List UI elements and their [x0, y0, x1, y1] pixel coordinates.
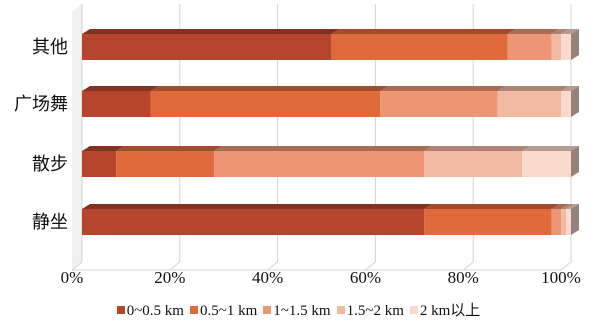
bar-segment: [82, 34, 332, 60]
legend-item: 1~1.5 km: [263, 303, 331, 320]
bar-segment: [82, 209, 425, 235]
legend-item: 0.5~1 km: [189, 303, 258, 320]
bar-segment-top: [522, 146, 579, 151]
legend-item: 2 km以上: [409, 299, 481, 320]
bar-segment-top: [150, 86, 389, 91]
floor-gridline: [560, 261, 572, 271]
bar-end-cap: [571, 204, 579, 235]
x-tick-label: 20%: [154, 268, 185, 287]
bar-segment: [150, 91, 381, 117]
legend-label: 2 km以上: [419, 303, 481, 319]
bar-segment: [116, 151, 215, 177]
floor-gridline: [169, 261, 181, 271]
bar-segment-top: [214, 146, 433, 151]
bar-segment-top: [507, 29, 560, 34]
bar-segment: [507, 34, 552, 60]
bar-segment: [561, 91, 571, 117]
bar-segment: [551, 209, 562, 235]
bar-segment: [551, 34, 562, 60]
legend-label: 1~1.5 km: [273, 303, 331, 319]
bar-segment-top: [424, 146, 531, 151]
legend-swatch: [116, 306, 125, 314]
bar-segment: [380, 91, 498, 117]
floor-gridline: [462, 261, 474, 271]
bar-segment: [82, 151, 117, 177]
bar-segment: [424, 151, 523, 177]
bar-segment-top: [116, 146, 223, 151]
bar-segment-top: [551, 29, 570, 34]
category-label: 散步: [32, 154, 68, 175]
floor-gridline: [365, 261, 376, 271]
x-tick-label: 0%: [61, 268, 84, 287]
legend: 0~0.5 km 0.5~1 km 1~1.5 km 1.5~2 km 2 km以上: [0, 299, 597, 320]
floor-gridline: [267, 261, 278, 271]
x-tick-label: 40%: [252, 268, 283, 287]
bar-end-cap: [571, 146, 579, 177]
bar-segment-top: [82, 146, 125, 151]
bar-segment-top: [331, 29, 516, 34]
bar-segment: [331, 34, 508, 60]
bar-segment-top: [566, 204, 579, 209]
x-tick-label: 60%: [350, 268, 381, 287]
bar-segment: [424, 209, 552, 235]
bar-segment-top: [561, 29, 579, 34]
x-tick-label: 100%: [541, 268, 581, 287]
legend-label: 0~0.5 km: [126, 303, 184, 319]
bar-segment: [497, 91, 562, 117]
x-tick-label: 80%: [448, 268, 479, 287]
bar-segment: [561, 209, 567, 235]
legend-label: 1.5~2 km: [346, 303, 404, 319]
bar-segment: [566, 209, 571, 235]
bar-segment-top: [82, 86, 159, 91]
bar-end-cap: [571, 29, 579, 60]
plot-side-wall: [72, 4, 82, 270]
category-label: 静坐: [32, 212, 68, 233]
legend-swatch: [263, 306, 272, 314]
bar-segment-top: [424, 204, 560, 209]
bar-segment-top: [497, 86, 570, 91]
bar-end-cap: [571, 86, 579, 117]
bar-segment: [214, 151, 425, 177]
bar-segment-top: [82, 204, 433, 209]
bar-segment-top: [380, 86, 506, 91]
bar-segment-top: [561, 86, 579, 91]
legend-item: 0~0.5 km: [116, 303, 184, 320]
legend-swatch: [336, 306, 345, 314]
bar-segment: [522, 151, 571, 177]
category-label: 广场舞: [14, 94, 68, 115]
bar-segment-top: [551, 204, 570, 209]
legend-item: 1.5~2 km: [336, 303, 404, 320]
legend-swatch: [409, 306, 418, 314]
bar-segment: [561, 34, 571, 60]
bar-segment-top: [82, 29, 340, 34]
legend-label: 0.5~1 km: [199, 303, 258, 319]
bar-segment-top: [561, 204, 575, 209]
floor-gridline: [71, 261, 83, 271]
bar-segment: [82, 91, 151, 117]
category-label: 其他: [32, 37, 68, 58]
legend-swatch: [189, 306, 198, 314]
